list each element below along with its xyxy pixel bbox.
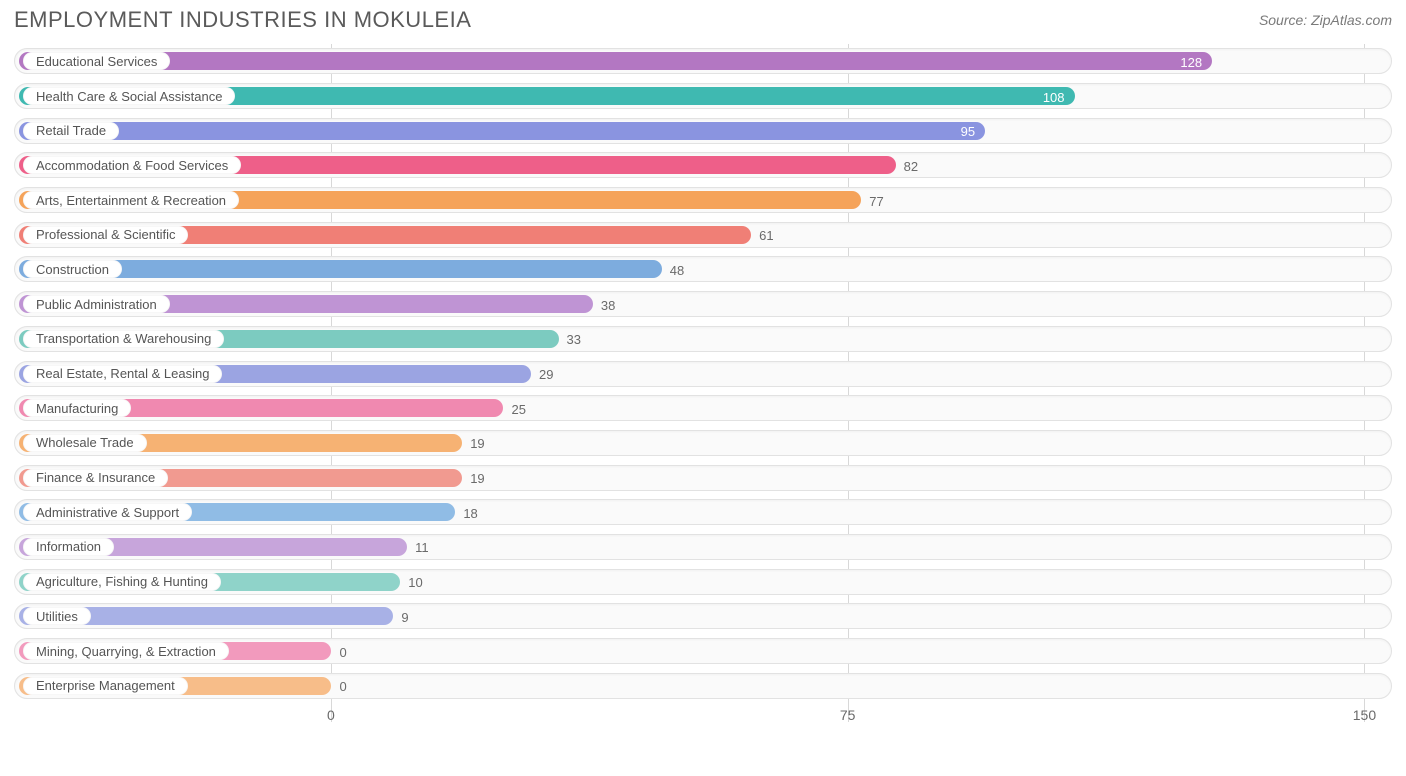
category-pill: Information (23, 538, 114, 556)
value-label: 19 (462, 435, 484, 453)
table-row: Finance & Insurance 19 (14, 460, 1392, 495)
chart-header: EMPLOYMENT INDUSTRIES IN MOKULEIA Source… (14, 0, 1392, 40)
value-label: 128 (1172, 53, 1202, 71)
value-label: 19 (462, 470, 484, 488)
table-row: Real Estate, Rental & Leasing 29 (14, 356, 1392, 391)
category-pill: Wholesale Trade (23, 434, 147, 452)
chart-rows: Educational Services 128 Health Care & Soc… (14, 44, 1392, 703)
table-row: Mining, Quarrying, & Extraction 0 (14, 634, 1392, 669)
bar-track: Real Estate, Rental & Leasing 29 (14, 361, 1392, 387)
x-tick-label: 0 (327, 707, 335, 723)
category-pill: Administrative & Support (23, 503, 192, 521)
table-row: Utilities 9 (14, 599, 1392, 634)
bar-track: Transportation & Warehousing 33 (14, 326, 1392, 352)
bar (19, 122, 985, 140)
bar-track: Finance & Insurance 19 (14, 465, 1392, 491)
value-label: 33 (559, 331, 581, 349)
category-pill: Transportation & Warehousing (23, 330, 224, 348)
bar-track: Construction 48 (14, 256, 1392, 282)
value-label: 11 (407, 539, 429, 557)
chart-title: EMPLOYMENT INDUSTRIES IN MOKULEIA (14, 7, 471, 33)
category-pill: Enterprise Management (23, 677, 188, 695)
bar-track: Manufacturing 25 (14, 395, 1392, 421)
table-row: Enterprise Management 0 (14, 668, 1392, 703)
bar-track: Health Care & Social Assistance 108 (14, 83, 1392, 109)
bar-track: Educational Services 128 (14, 48, 1392, 74)
bar-track: Mining, Quarrying, & Extraction 0 (14, 638, 1392, 664)
bar-track: Enterprise Management 0 (14, 673, 1392, 699)
x-tick-label: 75 (840, 707, 856, 723)
value-label: 9 (393, 608, 408, 626)
category-pill: Health Care & Social Assistance (23, 87, 235, 105)
category-pill: Arts, Entertainment & Recreation (23, 191, 239, 209)
table-row: Arts, Entertainment & Recreation 77 (14, 183, 1392, 218)
bar-track: Wholesale Trade 19 (14, 430, 1392, 456)
category-pill: Real Estate, Rental & Leasing (23, 365, 222, 383)
value-label: 108 (1035, 88, 1065, 106)
category-pill: Utilities (23, 607, 91, 625)
bar-track: Utilities 9 (14, 603, 1392, 629)
bar-track: Information 11 (14, 534, 1392, 560)
table-row: Educational Services 128 (14, 44, 1392, 79)
category-pill: Construction (23, 260, 122, 278)
value-label: 25 (503, 400, 525, 418)
x-tick-label: 150 (1353, 707, 1376, 723)
table-row: Professional & Scientific 61 (14, 217, 1392, 252)
value-label: 18 (455, 504, 477, 522)
bar-track: Agriculture, Fishing & Hunting 10 (14, 569, 1392, 595)
bar-track: Professional & Scientific 61 (14, 222, 1392, 248)
value-label: 29 (531, 366, 553, 384)
table-row: Information 11 (14, 530, 1392, 565)
value-label: 95 (953, 123, 975, 141)
x-axis: 0 75 150 (14, 707, 1392, 731)
table-row: Construction 48 (14, 252, 1392, 287)
table-row: Accommodation & Food Services 82 (14, 148, 1392, 183)
chart-area: Educational Services 128 Health Care & Soc… (14, 44, 1392, 744)
bar-track: Accommodation & Food Services 82 (14, 152, 1392, 178)
value-label: 0 (331, 643, 346, 661)
category-pill: Agriculture, Fishing & Hunting (23, 573, 221, 591)
bar-track: Arts, Entertainment & Recreation 77 (14, 187, 1392, 213)
bar (19, 52, 1212, 70)
value-label: 61 (751, 227, 773, 245)
table-row: Public Administration 38 (14, 287, 1392, 322)
table-row: Health Care & Social Assistance 108 (14, 79, 1392, 114)
value-label: 38 (593, 296, 615, 314)
bar-track: Administrative & Support 18 (14, 499, 1392, 525)
bar-track: Retail Trade 95 (14, 118, 1392, 144)
table-row: Wholesale Trade 19 (14, 426, 1392, 461)
value-label: 10 (400, 574, 422, 592)
category-pill: Retail Trade (23, 122, 119, 140)
value-label: 48 (662, 261, 684, 279)
category-pill: Accommodation & Food Services (23, 156, 241, 174)
bar-track: Public Administration 38 (14, 291, 1392, 317)
value-label: 82 (896, 157, 918, 175)
table-row: Transportation & Warehousing 33 (14, 322, 1392, 357)
chart-container: EMPLOYMENT INDUSTRIES IN MOKULEIA Source… (0, 0, 1406, 776)
value-label: 77 (861, 192, 883, 210)
category-pill: Mining, Quarrying, & Extraction (23, 642, 229, 660)
category-pill: Finance & Insurance (23, 469, 168, 487)
category-pill: Manufacturing (23, 399, 131, 417)
table-row: Manufacturing 25 (14, 391, 1392, 426)
value-label: 0 (331, 678, 346, 696)
chart-source: Source: ZipAtlas.com (1259, 12, 1392, 28)
table-row: Administrative & Support 18 (14, 495, 1392, 530)
category-pill: Educational Services (23, 52, 170, 70)
table-row: Agriculture, Fishing & Hunting 10 (14, 564, 1392, 599)
table-row: Retail Trade 95 (14, 113, 1392, 148)
category-pill: Public Administration (23, 295, 170, 313)
category-pill: Professional & Scientific (23, 226, 188, 244)
